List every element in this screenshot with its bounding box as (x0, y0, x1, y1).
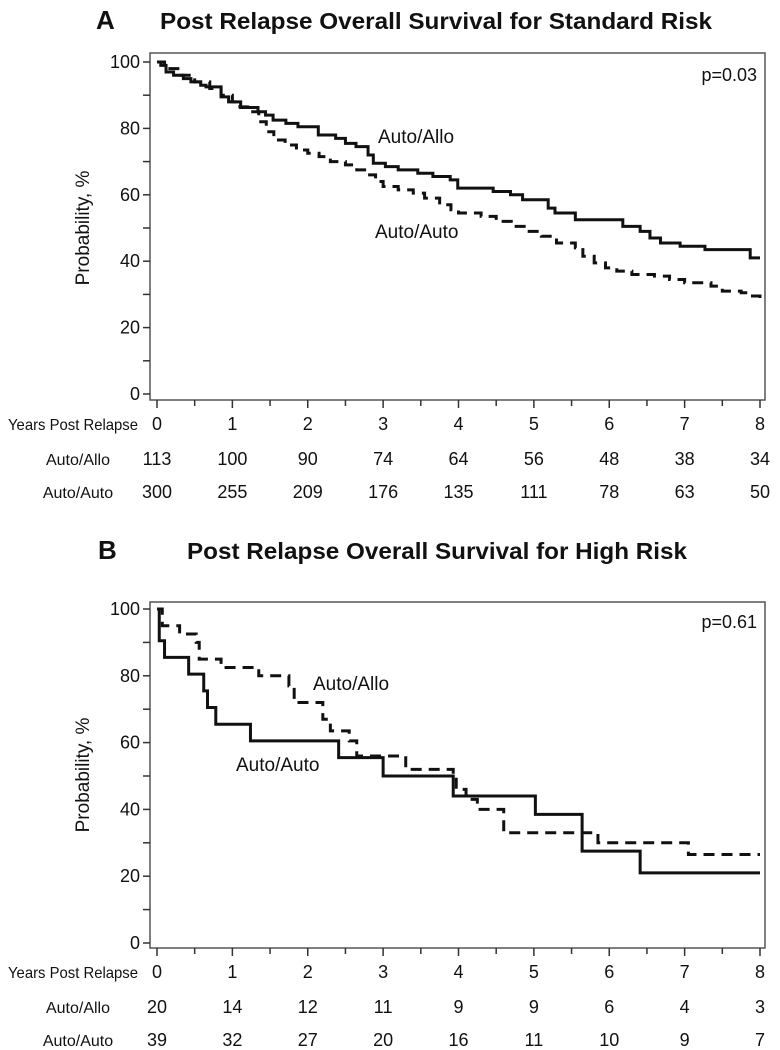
panel-b: B Post Relapse Overall Survival for High … (8, 535, 766, 1050)
at-risk-row-label: Auto/Allo (46, 452, 110, 469)
x-tick-label: 6 (604, 962, 614, 982)
y-tick-label: 60 (120, 733, 140, 753)
at-risk-count: 48 (599, 449, 619, 469)
at-risk-count: 111 (520, 482, 547, 502)
y-axis-label: Probability, % (73, 718, 94, 833)
at-risk-count: 300 (142, 482, 172, 502)
p-value: p=0.61 (701, 612, 757, 632)
x-axis-label: Years Post Relapse (8, 417, 138, 434)
at-risk-count: 50 (750, 482, 770, 502)
panel-a: A Post Relapse Overall Survival for Stand… (8, 5, 770, 502)
y-tick-label: 40 (120, 251, 140, 271)
x-tick-label: 0 (152, 414, 162, 434)
x-tick-label: 4 (453, 414, 463, 434)
at-risk-count: 74 (373, 449, 393, 469)
x-tick-label: 5 (529, 414, 539, 434)
at-risk-count: 11 (374, 997, 393, 1017)
y-tick-label: 0 (130, 384, 140, 404)
at-risk-count: 3 (755, 997, 765, 1017)
at-risk-count: 39 (147, 1030, 167, 1050)
at-risk-count: 255 (217, 482, 247, 502)
x-tick-label: 7 (680, 414, 690, 434)
x-tick-label: 2 (303, 414, 313, 434)
x-axis-label: Years Post Relapse (8, 965, 138, 982)
panel-letter: A (96, 5, 115, 35)
at-risk-count: 14 (222, 997, 242, 1017)
series-label: Auto/Allo (378, 127, 454, 148)
x-tick-label: 8 (755, 962, 765, 982)
at-risk-count: 64 (448, 449, 468, 469)
at-risk-count: 90 (298, 449, 318, 469)
at-risk-row-label: Auto/Auto (43, 1033, 113, 1050)
series-label: Auto/Allo (313, 674, 389, 695)
series-label: Auto/Auto (236, 755, 319, 776)
chart-title: Post Relapse Overall Survival for Standa… (160, 8, 712, 34)
at-risk-count: 135 (443, 482, 473, 502)
plot-frame (149, 52, 766, 401)
panel-letter: B (98, 535, 117, 565)
plot-frame (149, 601, 766, 949)
survival-curve-auto-auto (157, 607, 760, 875)
at-risk-count: 38 (675, 449, 695, 469)
survival-curve-auto-auto (157, 60, 762, 300)
at-risk-count: 113 (143, 449, 172, 469)
y-tick-label: 60 (120, 185, 140, 205)
at-risk-count: 20 (373, 1030, 393, 1050)
y-tick-label: 80 (120, 666, 140, 686)
x-tick-label: 3 (378, 414, 388, 434)
at-risk-count: 32 (222, 1030, 242, 1050)
at-risk-count: 9 (453, 997, 463, 1017)
y-tick-label: 0 (130, 933, 140, 953)
at-risk-count: 63 (675, 482, 695, 502)
at-risk-count: 209 (293, 482, 323, 502)
at-risk-count: 56 (524, 449, 544, 469)
at-risk-count: 10 (599, 1030, 619, 1050)
at-risk-row-label: Auto/Auto (43, 485, 113, 502)
x-tick-label: 1 (227, 414, 237, 434)
at-risk-count: 176 (368, 482, 398, 502)
at-risk-count: 20 (147, 997, 167, 1017)
at-risk-count: 9 (529, 997, 539, 1017)
at-risk-count: 78 (599, 482, 619, 502)
survival-curve-auto-allo (157, 60, 760, 260)
y-tick-label: 100 (110, 599, 140, 619)
y-tick-label: 20 (120, 318, 140, 338)
y-tick-label: 20 (120, 866, 140, 886)
x-tick-label: 0 (152, 962, 162, 982)
at-risk-count: 6 (604, 997, 614, 1017)
at-risk-count: 100 (217, 449, 247, 469)
x-tick-label: 8 (755, 414, 765, 434)
p-value: p=0.03 (701, 65, 757, 85)
at-risk-count: 11 (525, 1030, 544, 1050)
at-risk-count: 16 (448, 1030, 468, 1050)
at-risk-count: 4 (680, 997, 690, 1017)
x-tick-label: 1 (227, 962, 237, 982)
x-tick-label: 6 (604, 414, 614, 434)
y-tick-label: 40 (120, 799, 140, 819)
survival-curve-auto-allo (157, 607, 760, 856)
at-risk-count: 34 (750, 449, 770, 469)
at-risk-count: 9 (680, 1030, 690, 1050)
x-tick-label: 3 (378, 962, 388, 982)
series-label: Auto/Auto (375, 222, 458, 243)
chart-title: Post Relapse Overall Survival for High R… (187, 538, 687, 564)
y-axis-label: Probability, % (73, 171, 94, 286)
at-risk-count: 12 (298, 997, 318, 1017)
x-tick-label: 5 (529, 962, 539, 982)
x-tick-label: 2 (303, 962, 313, 982)
at-risk-row-label: Auto/Allo (46, 1000, 110, 1017)
y-tick-label: 80 (120, 118, 140, 138)
at-risk-count: 7 (755, 1030, 765, 1050)
at-risk-count: 27 (298, 1030, 318, 1050)
x-tick-label: 4 (453, 962, 463, 982)
y-tick-label: 100 (110, 52, 140, 72)
x-tick-label: 7 (680, 962, 690, 982)
